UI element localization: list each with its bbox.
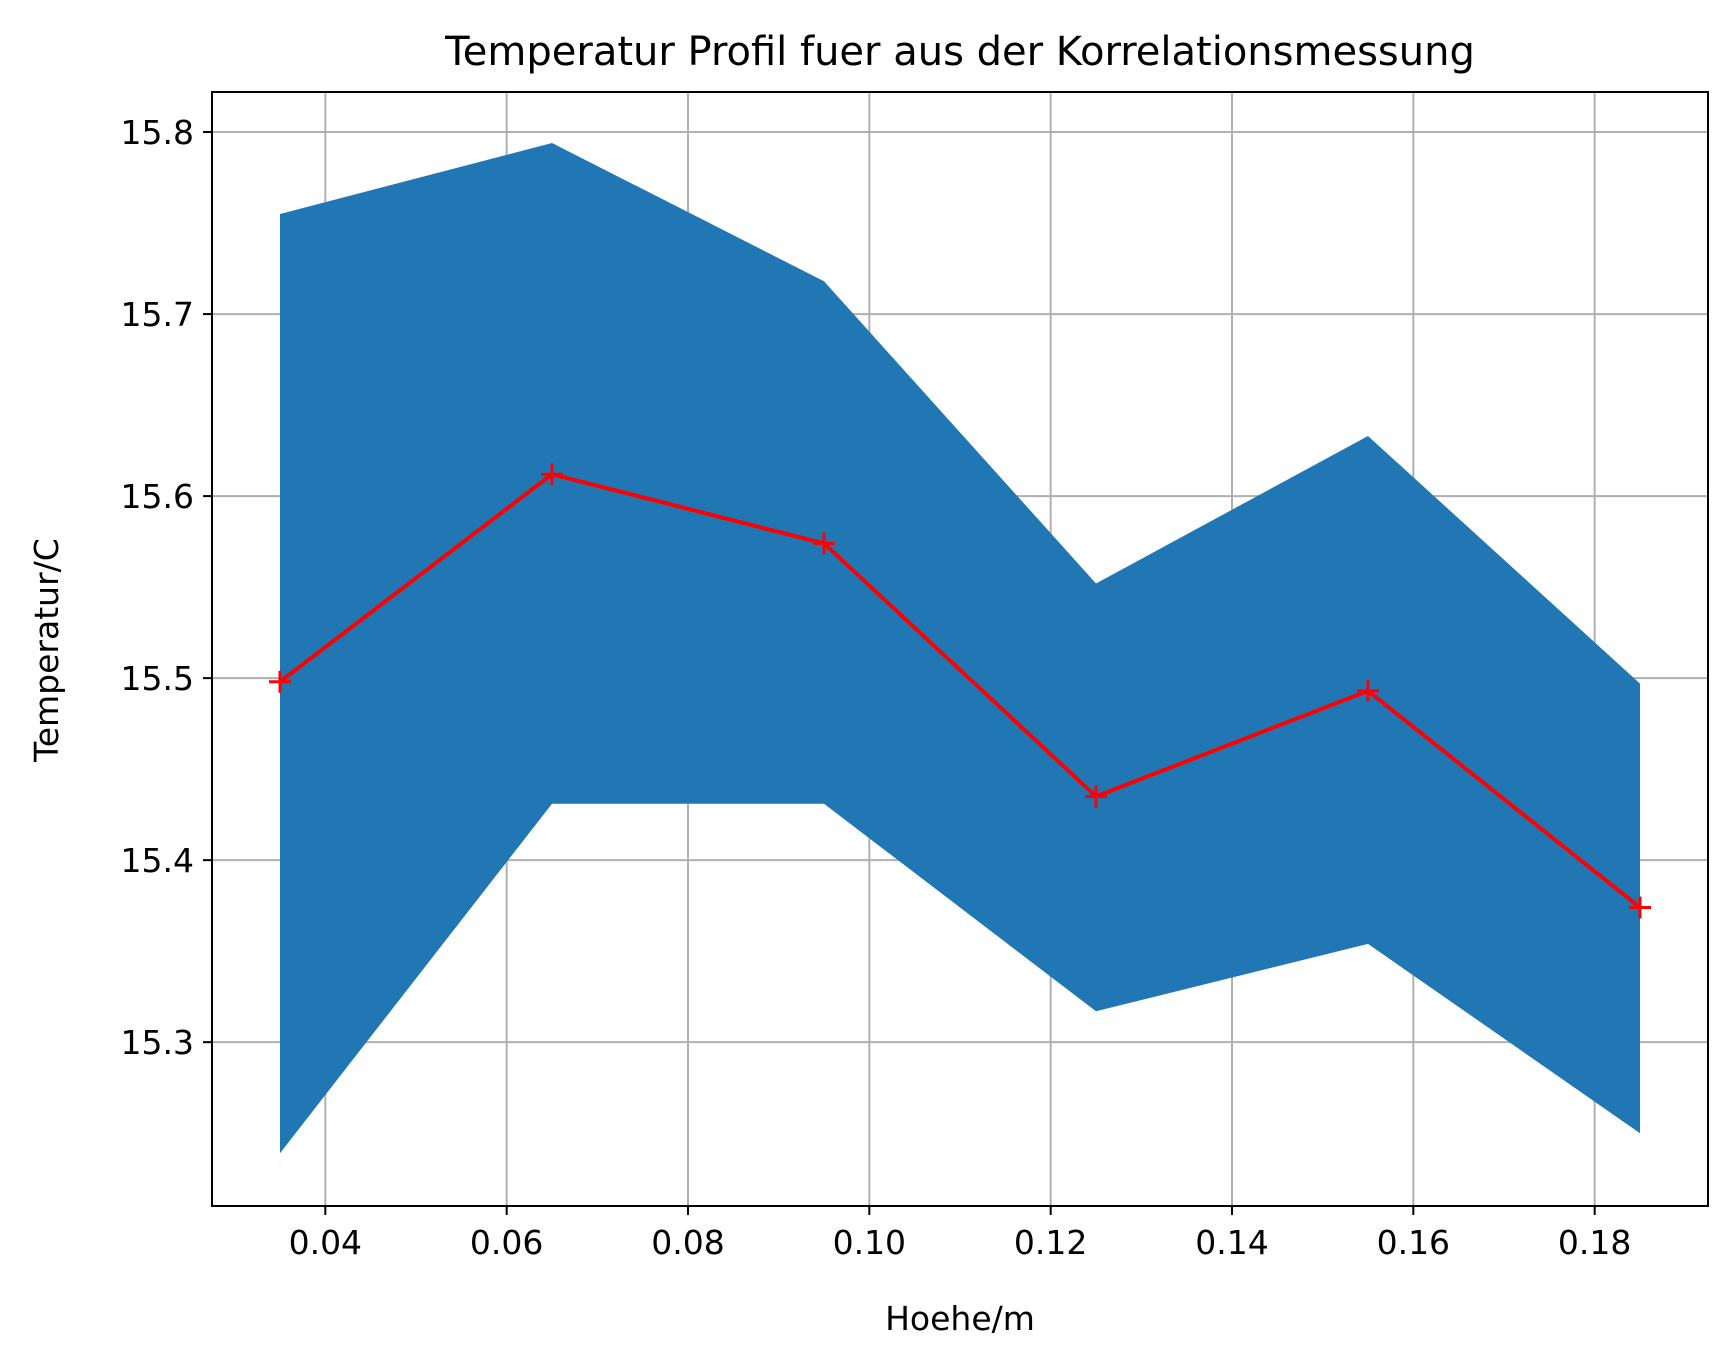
plot-area (212, 92, 1708, 1206)
x-tick-label: 0.04 (289, 1223, 362, 1262)
y-tick-label: 15.8 (121, 113, 194, 152)
temperature-band (280, 142, 1640, 1154)
data-point-marker (1085, 785, 1107, 808)
x-tick-label: 0.10 (833, 1223, 906, 1262)
x-tick-label: 0.12 (1014, 1223, 1087, 1262)
y-tick-label: 15.5 (121, 659, 194, 698)
x-tick-label: 0.16 (1377, 1223, 1450, 1262)
chart-title: Temperatur Profil fuer aus der Korrelati… (444, 29, 1475, 75)
y-tick-label: 15.7 (121, 295, 194, 334)
data-point-marker (269, 670, 291, 693)
x-axis-ticks: 0.04 0.06 0.08 0.10 0.12 0.14 0.16 0.18 (289, 1206, 1631, 1262)
y-axis-ticks: 15.3 15.4 15.5 15.6 15.7 15.8 (121, 113, 212, 1062)
data-point-marker (813, 532, 835, 555)
y-axis-title: Temperatur/C (27, 538, 66, 763)
data-point-marker (541, 463, 563, 486)
y-tick-label: 15.3 (121, 1023, 194, 1062)
x-axis-title: Hoehe/m (885, 1299, 1035, 1338)
data-point-marker (1357, 679, 1379, 702)
y-tick-label: 15.6 (121, 477, 194, 516)
x-tick-label: 0.08 (651, 1223, 724, 1262)
axes-frame (211, 91, 1709, 1207)
y-tick-label: 15.4 (121, 841, 194, 880)
x-tick-label: 0.18 (1558, 1223, 1631, 1262)
x-tick-label: 0.06 (470, 1223, 543, 1262)
x-tick-label: 0.14 (1195, 1223, 1268, 1262)
temperature-series-line (278, 472, 1642, 910)
data-point-marker (1629, 896, 1651, 919)
temperature-markers (269, 463, 1651, 919)
